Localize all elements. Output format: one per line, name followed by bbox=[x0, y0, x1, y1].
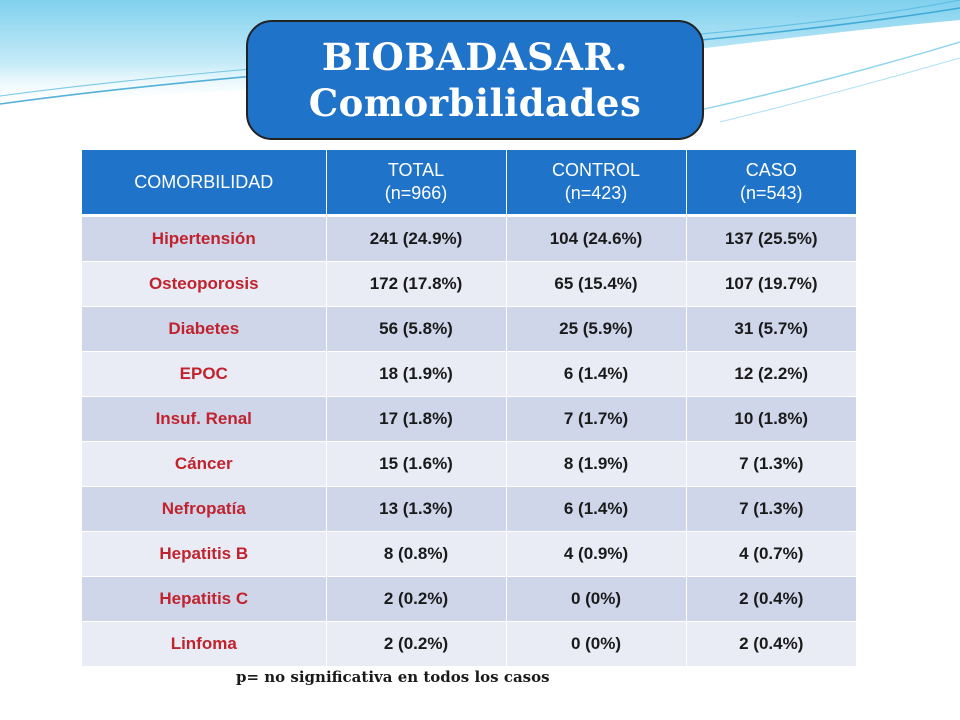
header-label: CONTROL bbox=[551, 160, 640, 180]
cell-caso: 2 (0.4%) bbox=[686, 621, 856, 667]
cell-control: 8 (1.9%) bbox=[506, 441, 687, 487]
header-label: TOTAL bbox=[387, 160, 445, 180]
cell-caso: 31 (5.7%) bbox=[686, 306, 856, 352]
header-sublabel: (n=423) bbox=[564, 183, 628, 203]
table-row: Cáncer 15 (1.6%) 8 (1.9%) 7 (1.3%) bbox=[82, 441, 856, 487]
header-caso: CASO (n=543) bbox=[686, 150, 856, 217]
cell-caso: 4 (0.7%) bbox=[686, 531, 856, 577]
cell-total: 18 (1.9%) bbox=[326, 351, 507, 397]
comorbidity-table: COMORBILIDAD TOTAL (n=966) CONTROL (n=42… bbox=[82, 150, 856, 667]
page-title-line2: Comorbilidades bbox=[308, 81, 642, 125]
cell-total: 2 (0.2%) bbox=[326, 576, 507, 622]
table-row: Hipertensión 241 (24.9%) 104 (24.6%) 137… bbox=[82, 215, 856, 262]
cell-caso: 2 (0.4%) bbox=[686, 576, 856, 622]
cell-total: 56 (5.8%) bbox=[326, 306, 507, 352]
table-row: Hepatitis C 2 (0.2%) 0 (0%) 2 (0.4%) bbox=[82, 576, 856, 622]
title-box: BIOBADASAR. Comorbilidades bbox=[246, 20, 704, 140]
cell-caso: 107 (19.7%) bbox=[686, 261, 856, 307]
cell-caso: 7 (1.3%) bbox=[686, 486, 856, 532]
table-row: Nefropatía 13 (1.3%) 6 (1.4%) 7 (1.3%) bbox=[82, 486, 856, 532]
cell-total: 8 (0.8%) bbox=[326, 531, 507, 577]
cell-comorbidity: Hipertensión bbox=[82, 215, 327, 262]
header-sublabel: (n=966) bbox=[384, 183, 448, 203]
cell-comorbidity: Diabetes bbox=[82, 306, 327, 352]
table-row: EPOC 18 (1.9%) 6 (1.4%) 12 (2.2%) bbox=[82, 351, 856, 397]
page-title-line1: BIOBADASAR. bbox=[321, 35, 629, 79]
cell-caso: 137 (25.5%) bbox=[686, 215, 856, 262]
header-label: COMORBILIDAD bbox=[134, 171, 274, 192]
cell-control: 6 (1.4%) bbox=[506, 351, 687, 397]
header-total: TOTAL (n=966) bbox=[326, 150, 507, 217]
table-row: Diabetes 56 (5.8%) 25 (5.9%) 31 (5.7%) bbox=[82, 306, 856, 352]
cell-control: 6 (1.4%) bbox=[506, 486, 687, 532]
cell-comorbidity: Osteoporosis bbox=[82, 261, 327, 307]
cell-comorbidity: Insuf. Renal bbox=[82, 396, 327, 442]
cell-control: 4 (0.9%) bbox=[506, 531, 687, 577]
cell-comorbidity: Nefropatía bbox=[82, 486, 327, 532]
cell-total: 241 (24.9%) bbox=[326, 215, 507, 262]
cell-total: 172 (17.8%) bbox=[326, 261, 507, 307]
table-row: Hepatitis B 8 (0.8%) 4 (0.9%) 4 (0.7%) bbox=[82, 531, 856, 577]
footnote: p= no significativa en todos los casos bbox=[236, 668, 550, 686]
cell-comorbidity: EPOC bbox=[82, 351, 327, 397]
cell-control: 65 (15.4%) bbox=[506, 261, 687, 307]
cell-total: 15 (1.6%) bbox=[326, 441, 507, 487]
cell-control: 0 (0%) bbox=[506, 621, 687, 667]
cell-comorbidity: Hepatitis C bbox=[82, 576, 327, 622]
cell-comorbidity: Linfoma bbox=[82, 621, 327, 667]
table-row: Insuf. Renal 17 (1.8%) 7 (1.7%) 10 (1.8%… bbox=[82, 396, 856, 442]
cell-total: 13 (1.3%) bbox=[326, 486, 507, 532]
cell-comorbidity: Cáncer bbox=[82, 441, 327, 487]
table-row: Linfoma 2 (0.2%) 0 (0%) 2 (0.4%) bbox=[82, 621, 856, 667]
cell-control: 7 (1.7%) bbox=[506, 396, 687, 442]
cell-caso: 10 (1.8%) bbox=[686, 396, 856, 442]
cell-total: 2 (0.2%) bbox=[326, 621, 507, 667]
cell-caso: 12 (2.2%) bbox=[686, 351, 856, 397]
cell-control: 104 (24.6%) bbox=[506, 215, 687, 262]
cell-comorbidity: Hepatitis B bbox=[82, 531, 327, 577]
header-comorbilidad: COMORBILIDAD bbox=[82, 150, 327, 217]
table-row: Osteoporosis 172 (17.8%) 65 (15.4%) 107 … bbox=[82, 261, 856, 307]
header-label: CASO bbox=[745, 160, 797, 180]
header-control: CONTROL (n=423) bbox=[506, 150, 687, 217]
cell-caso: 7 (1.3%) bbox=[686, 441, 856, 487]
table-header-row: COMORBILIDAD TOTAL (n=966) CONTROL (n=42… bbox=[82, 150, 856, 217]
header-sublabel: (n=543) bbox=[739, 183, 803, 203]
cell-control: 25 (5.9%) bbox=[506, 306, 687, 352]
cell-control: 0 (0%) bbox=[506, 576, 687, 622]
cell-total: 17 (1.8%) bbox=[326, 396, 507, 442]
